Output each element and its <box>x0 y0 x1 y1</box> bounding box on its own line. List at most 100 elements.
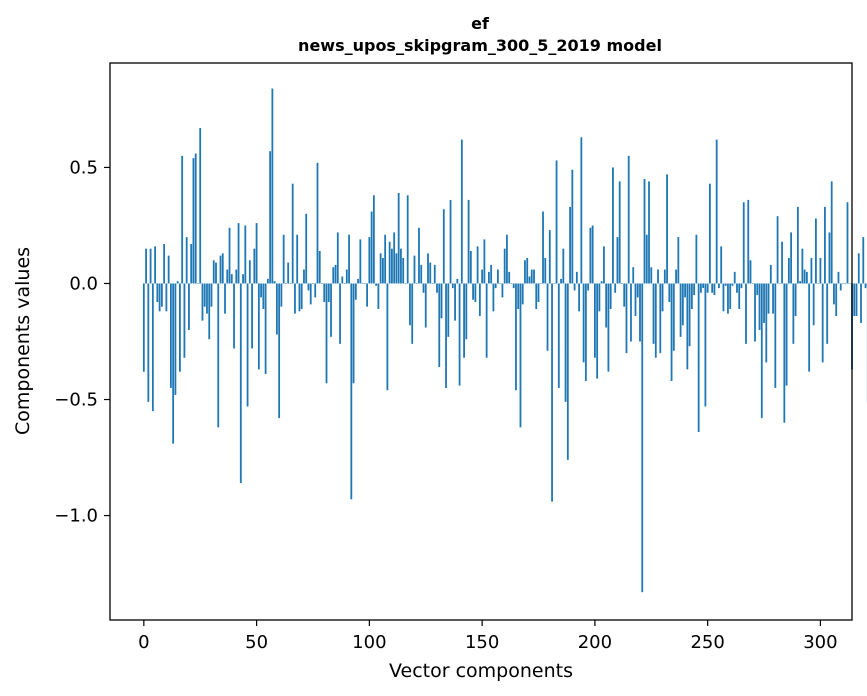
bar <box>751 283 754 284</box>
bar <box>600 281 603 284</box>
bar <box>679 283 682 337</box>
bar <box>332 267 335 284</box>
bar <box>548 230 551 284</box>
bar <box>794 283 797 316</box>
bar <box>483 239 486 284</box>
bar <box>526 257 529 284</box>
bar <box>512 283 515 289</box>
bar <box>575 271 578 284</box>
bar <box>323 283 326 303</box>
bar <box>618 181 621 284</box>
y-axis-label: Components values <box>12 247 34 435</box>
bar <box>765 283 768 363</box>
bar <box>481 269 484 284</box>
bar <box>760 283 763 419</box>
bar <box>772 283 774 314</box>
bar <box>503 248 506 284</box>
bar <box>217 283 220 428</box>
bar <box>603 246 605 284</box>
bar <box>535 283 538 310</box>
bar <box>318 250 321 284</box>
bar <box>188 283 190 330</box>
bar <box>296 234 299 284</box>
bar <box>812 283 815 326</box>
bar <box>375 283 378 286</box>
bar <box>404 283 407 284</box>
bar <box>578 283 580 312</box>
bar <box>738 283 741 310</box>
bar <box>593 283 596 358</box>
bar <box>758 283 761 330</box>
bar <box>722 283 725 312</box>
bar <box>458 283 461 386</box>
bar <box>221 253 224 284</box>
bar <box>422 283 425 293</box>
y-tick-label: 0.0 <box>69 273 98 294</box>
bar <box>246 283 249 407</box>
bar <box>776 216 779 284</box>
bar <box>736 283 738 293</box>
bar <box>370 211 373 284</box>
bar <box>783 283 786 423</box>
bar <box>670 283 673 381</box>
bar <box>810 257 813 284</box>
bar <box>508 271 511 284</box>
bar <box>183 283 186 358</box>
bar <box>519 283 522 428</box>
x-tick-label: 100 <box>352 632 386 653</box>
bar <box>289 283 292 284</box>
bar <box>537 283 540 303</box>
bar <box>368 237 371 284</box>
bar <box>400 248 402 284</box>
bar <box>235 269 238 284</box>
bar <box>499 283 502 284</box>
bar <box>181 155 184 284</box>
bar <box>269 151 272 284</box>
bar <box>145 248 147 284</box>
bar <box>388 241 391 284</box>
bar <box>641 283 644 593</box>
bar <box>501 283 504 298</box>
bar <box>242 274 244 284</box>
bar <box>149 248 152 284</box>
bar <box>580 137 583 284</box>
bar <box>420 264 423 284</box>
bar <box>384 234 387 284</box>
x-tick-label: 150 <box>465 632 499 653</box>
bar <box>255 223 258 284</box>
bar <box>424 283 427 328</box>
bar <box>542 211 544 284</box>
bar <box>517 283 520 310</box>
bar <box>596 283 599 379</box>
y-tick-label: 0.5 <box>69 157 98 178</box>
x-tick-label: 200 <box>578 632 612 653</box>
bar <box>158 283 161 312</box>
bar <box>264 283 267 374</box>
bar <box>275 283 278 335</box>
bar <box>639 283 641 342</box>
plot-frame <box>109 62 853 621</box>
bar <box>395 253 398 284</box>
bar <box>767 283 770 314</box>
bar <box>848 283 851 284</box>
bar <box>179 283 181 372</box>
bar <box>704 283 707 407</box>
bar <box>433 264 436 284</box>
bar <box>219 255 222 284</box>
bar <box>427 253 429 284</box>
bar <box>754 283 756 342</box>
bar <box>402 257 405 284</box>
bar <box>431 283 434 284</box>
bar <box>697 283 700 433</box>
bar <box>864 283 867 289</box>
bar <box>830 181 833 284</box>
bar <box>654 283 657 358</box>
bar <box>273 281 276 284</box>
bar <box>853 283 856 316</box>
bar <box>203 283 206 307</box>
bar <box>785 283 788 386</box>
bar <box>381 257 384 284</box>
bar <box>566 283 569 460</box>
bar <box>801 248 804 284</box>
